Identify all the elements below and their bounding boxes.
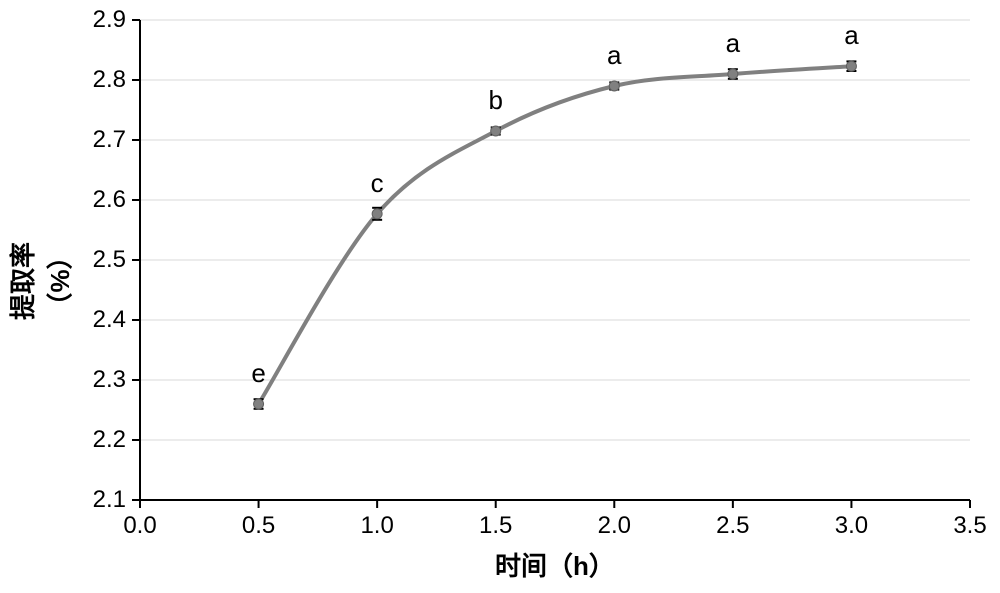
x-tick-label: 3.0 bbox=[821, 512, 881, 540]
x-axis-label: 时间（h） bbox=[455, 546, 655, 583]
y-tick-label: 2.2 bbox=[66, 426, 126, 454]
chart-container: 0.00.51.01.52.02.53.03.52.12.22.32.42.52… bbox=[0, 0, 1000, 593]
y-tick-label: 2.7 bbox=[66, 126, 126, 154]
x-tick-label: 1.5 bbox=[466, 512, 526, 540]
x-tick-label: 1.0 bbox=[347, 512, 407, 540]
x-tick-label: 3.5 bbox=[940, 512, 1000, 540]
point-label: b bbox=[476, 85, 516, 116]
y-tick-label: 2.6 bbox=[66, 186, 126, 214]
point-label: e bbox=[239, 358, 279, 389]
x-tick-label: 0.5 bbox=[229, 512, 289, 540]
point-label: a bbox=[594, 40, 634, 71]
x-tick-label: 0.0 bbox=[110, 512, 170, 540]
y-tick-label: 2.1 bbox=[66, 486, 126, 514]
point-label: a bbox=[713, 28, 753, 59]
y-tick-label: 2.9 bbox=[66, 6, 126, 34]
point-label: c bbox=[357, 168, 397, 199]
y-tick-label: 2.3 bbox=[66, 366, 126, 394]
point-label: a bbox=[831, 20, 871, 51]
x-tick-label: 2.5 bbox=[703, 512, 763, 540]
y-tick-label: 2.8 bbox=[66, 66, 126, 94]
y-axis-label: 提取率（%） bbox=[3, 241, 77, 321]
x-tick-label: 2.0 bbox=[584, 512, 644, 540]
